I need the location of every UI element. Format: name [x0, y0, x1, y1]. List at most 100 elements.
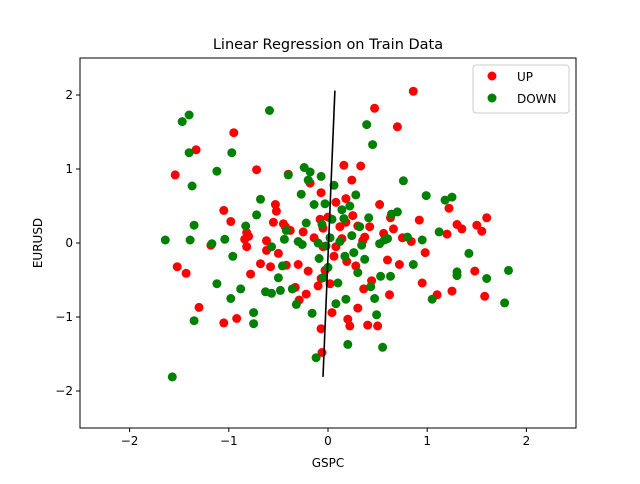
up-point	[447, 286, 457, 296]
up-point	[303, 266, 313, 276]
up-point	[293, 260, 303, 269]
up-point	[385, 290, 394, 300]
down-point	[313, 238, 323, 248]
down-point	[337, 205, 347, 215]
up-point	[226, 217, 236, 226]
up-point	[383, 255, 392, 265]
x-axis: −2 −1 0 1 2	[121, 428, 530, 448]
down-point	[297, 240, 307, 249]
up-point	[414, 215, 424, 225]
down-point	[325, 233, 335, 243]
up-point	[316, 324, 326, 334]
down-point	[376, 271, 386, 281]
legend-marker-down	[487, 93, 497, 103]
up-point	[477, 226, 487, 236]
down-point	[320, 199, 330, 209]
down-point	[370, 294, 380, 303]
down-point	[187, 181, 197, 191]
down-point	[184, 148, 194, 158]
up-point	[191, 145, 201, 155]
down-point	[305, 167, 315, 177]
down-point	[504, 265, 513, 275]
down-point	[417, 235, 427, 245]
up-point	[339, 160, 349, 170]
down-point	[362, 120, 372, 130]
up-point	[181, 268, 191, 278]
up-point	[229, 128, 239, 138]
down-point	[343, 339, 353, 349]
down-point	[279, 234, 289, 244]
legend-label-up: UP	[517, 70, 533, 84]
down-point	[212, 166, 222, 176]
down-point	[398, 176, 408, 186]
up-point	[329, 251, 339, 261]
up-point	[170, 170, 180, 180]
up-point	[348, 211, 358, 221]
down-point	[207, 239, 217, 249]
up-point	[356, 161, 366, 171]
down-point	[316, 171, 326, 181]
up-point	[417, 278, 427, 288]
up-point	[252, 165, 262, 175]
down-point	[482, 274, 492, 283]
y-tick-label: −1	[55, 310, 73, 324]
up-point	[240, 234, 250, 244]
down-point	[291, 299, 301, 309]
up-point	[420, 248, 430, 258]
down-point	[160, 235, 170, 245]
down-point	[386, 271, 395, 281]
down-point	[283, 170, 293, 180]
down-point	[339, 214, 349, 224]
down-point	[500, 298, 510, 308]
down-point	[318, 273, 328, 283]
x-tick-label: 1	[423, 434, 431, 448]
down-point	[249, 319, 259, 329]
up-point	[316, 188, 326, 198]
up-point	[331, 197, 341, 207]
down-point	[303, 175, 313, 185]
up-point	[273, 248, 283, 258]
down-point	[434, 227, 444, 237]
down-point	[341, 294, 351, 304]
up-point	[482, 213, 492, 223]
down-point	[311, 353, 321, 363]
up-point	[246, 269, 256, 279]
y-axis-label: EURUSD	[31, 218, 45, 268]
y-tick-label: 1	[65, 162, 73, 176]
down-point	[351, 190, 361, 200]
down-point	[189, 316, 199, 326]
up-point	[472, 220, 482, 230]
down-point	[421, 191, 431, 201]
down-point	[228, 251, 238, 261]
down-point	[378, 342, 388, 352]
down-point	[314, 254, 324, 263]
up-point	[365, 222, 375, 232]
down-point	[402, 232, 412, 242]
up-point	[345, 321, 355, 331]
up-point	[347, 175, 357, 185]
up-point	[389, 224, 398, 234]
down-point	[333, 278, 343, 288]
up-point	[457, 224, 467, 234]
chart-title: Linear Regression on Train Data	[213, 37, 443, 53]
y-tick-label: 0	[65, 236, 73, 250]
up-point	[360, 232, 370, 242]
down-point	[347, 231, 357, 241]
down-point	[440, 195, 450, 205]
up-point	[219, 205, 229, 215]
down-point	[360, 254, 370, 264]
down-point	[189, 220, 199, 230]
down-point	[464, 248, 474, 258]
up-point	[194, 302, 204, 312]
down-point	[275, 285, 285, 295]
up-point	[242, 242, 252, 252]
down-point	[277, 261, 287, 271]
up-point	[408, 86, 418, 96]
y-axis: −2 −1 0 1 2	[55, 88, 80, 398]
down-point	[447, 192, 457, 202]
down-point	[427, 294, 437, 304]
down-point	[267, 242, 276, 252]
down-point	[184, 110, 194, 120]
